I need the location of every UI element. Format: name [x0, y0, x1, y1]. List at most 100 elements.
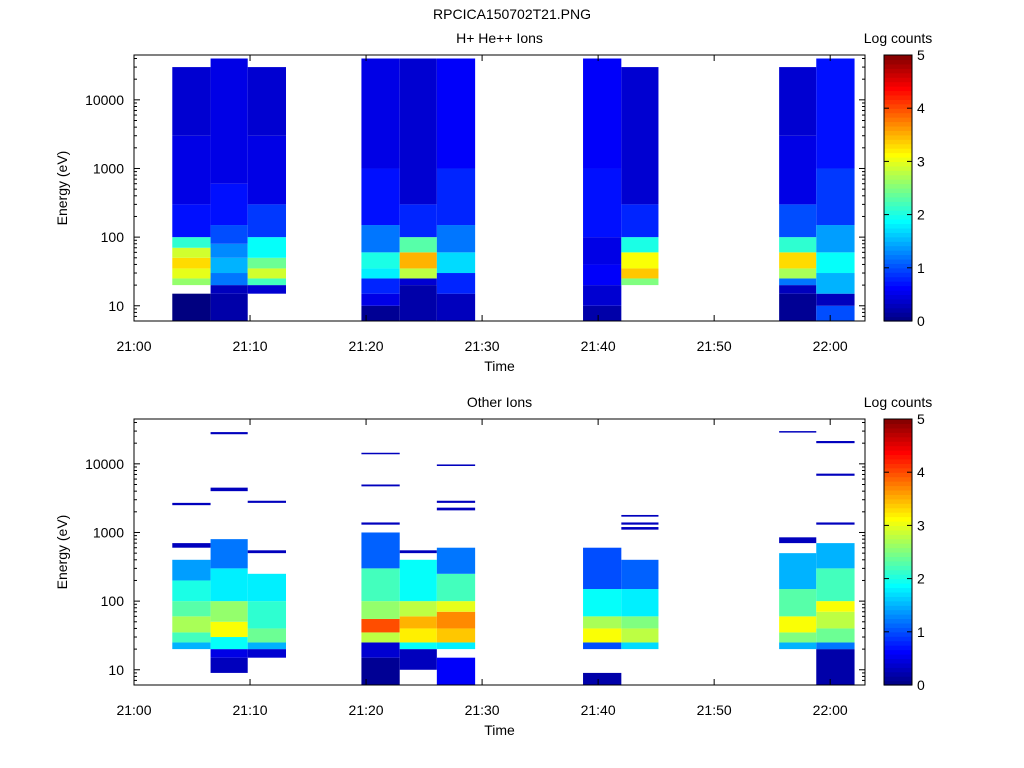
x-tick-label: 21:30 — [465, 338, 500, 354]
heatmap-cell — [779, 642, 817, 650]
heatmap-cell — [399, 559, 437, 602]
colorbar-step — [884, 63, 912, 69]
y-tick-label: 10000 — [85, 456, 124, 472]
x-tick-label: 21:50 — [697, 338, 732, 354]
colorbar-step — [884, 148, 912, 154]
heatmap-cell — [210, 432, 248, 435]
colorbar-step — [884, 263, 912, 269]
colorbar-step — [884, 556, 912, 562]
colorbar-step — [884, 108, 912, 114]
x-tick-label: 21:30 — [465, 702, 500, 718]
colorbar-step — [884, 569, 912, 575]
heatmap-cell — [210, 285, 248, 294]
heatmap-cell — [361, 632, 400, 643]
colorbar-step — [884, 662, 912, 668]
heatmap-cell — [583, 237, 622, 265]
heatmap-cell — [399, 642, 437, 650]
panel-title: Other Ions — [467, 394, 532, 410]
heatmap-cell — [779, 278, 817, 286]
colorbar-step — [884, 450, 912, 456]
colorbar-step — [884, 72, 912, 78]
heatmap-cell — [172, 559, 211, 581]
heatmap-cell — [172, 237, 211, 248]
colorbar-step — [884, 640, 912, 646]
heatmap-cell — [172, 67, 211, 136]
colorbar-step — [884, 503, 912, 509]
heatmap-cell — [361, 618, 400, 633]
colorbar-step — [884, 423, 912, 429]
colorbar-tick-label: 5 — [917, 411, 925, 427]
heatmap-cell — [779, 589, 817, 617]
x-tick-label: 21:20 — [349, 338, 384, 354]
heatmap-cell — [583, 672, 622, 685]
colorbar-step — [884, 161, 912, 167]
colorbar-step — [884, 267, 912, 273]
colorbar-step — [884, 236, 912, 242]
heatmap-cell — [361, 168, 400, 226]
heatmap-cell — [399, 237, 437, 253]
heatmap-cell — [247, 573, 287, 602]
colorbar-step — [884, 614, 912, 620]
heatmap-cell — [816, 642, 855, 650]
heatmap-cell — [247, 642, 287, 650]
y-tick-label: 10 — [108, 662, 124, 678]
heatmap-cell — [436, 573, 476, 602]
colorbar-step — [884, 609, 912, 615]
x-tick-label: 21:50 — [697, 702, 732, 718]
colorbar-step — [884, 476, 912, 482]
colorbar-step — [884, 525, 912, 531]
heatmap-cell — [210, 539, 248, 569]
x-axis-label: Time — [484, 358, 515, 374]
heatmap-cell — [621, 252, 659, 269]
heatmap-cell — [247, 268, 287, 279]
heatmap-cell — [361, 305, 400, 321]
heatmap-cell — [816, 441, 855, 444]
heatmap-cell — [361, 268, 400, 279]
heatmap-cell — [247, 649, 287, 658]
heatmap-cell — [583, 589, 622, 617]
colorbar-step — [884, 481, 912, 487]
colorbar-step — [884, 59, 912, 65]
colorbar-step — [884, 90, 912, 96]
heatmap-cell — [361, 522, 400, 525]
heatmap-cell — [436, 168, 476, 226]
heatmap-cell — [816, 628, 855, 643]
heatmap-cell — [361, 225, 400, 253]
colorbar-step — [884, 77, 912, 83]
colorbar-step — [884, 627, 912, 633]
colorbar-step — [884, 427, 912, 433]
heatmap-cell — [172, 601, 211, 617]
colorbar-step — [884, 583, 912, 589]
colorbar-step — [884, 196, 912, 202]
plot-frame — [133, 418, 866, 686]
heatmap-cell — [399, 285, 437, 321]
heatmap-cell — [779, 237, 817, 253]
heatmap-cell — [621, 527, 659, 530]
heatmap-cell — [816, 568, 855, 602]
heatmap-cell — [399, 204, 437, 238]
heatmap-cell — [247, 601, 287, 629]
heatmap-cell — [621, 278, 659, 286]
colorbar-step — [884, 289, 912, 295]
heatmap-cell — [779, 135, 817, 205]
heatmap-cell — [621, 559, 659, 590]
heatmap-cell — [172, 616, 211, 633]
heatmap-cell — [583, 305, 622, 321]
colorbar-step — [884, 134, 912, 140]
plot-frame — [133, 54, 866, 322]
heatmap-cell — [621, 268, 659, 279]
colorbar-step — [884, 201, 912, 207]
colorbar-step — [884, 152, 912, 158]
colorbar-step — [884, 281, 912, 287]
heatmap-cell — [779, 632, 817, 643]
heatmap-cell — [210, 487, 248, 492]
colorbar-tick-label: 4 — [917, 464, 925, 480]
colorbar-tick-label: 3 — [917, 153, 925, 169]
colorbar-step — [884, 658, 912, 664]
x-tick-label: 21:10 — [233, 338, 268, 354]
heatmap-cell — [361, 642, 400, 658]
heatmap-cell — [172, 204, 211, 238]
colorbar-step — [884, 516, 912, 522]
heatmap-cell — [172, 268, 211, 279]
colorbar-step — [884, 112, 912, 118]
